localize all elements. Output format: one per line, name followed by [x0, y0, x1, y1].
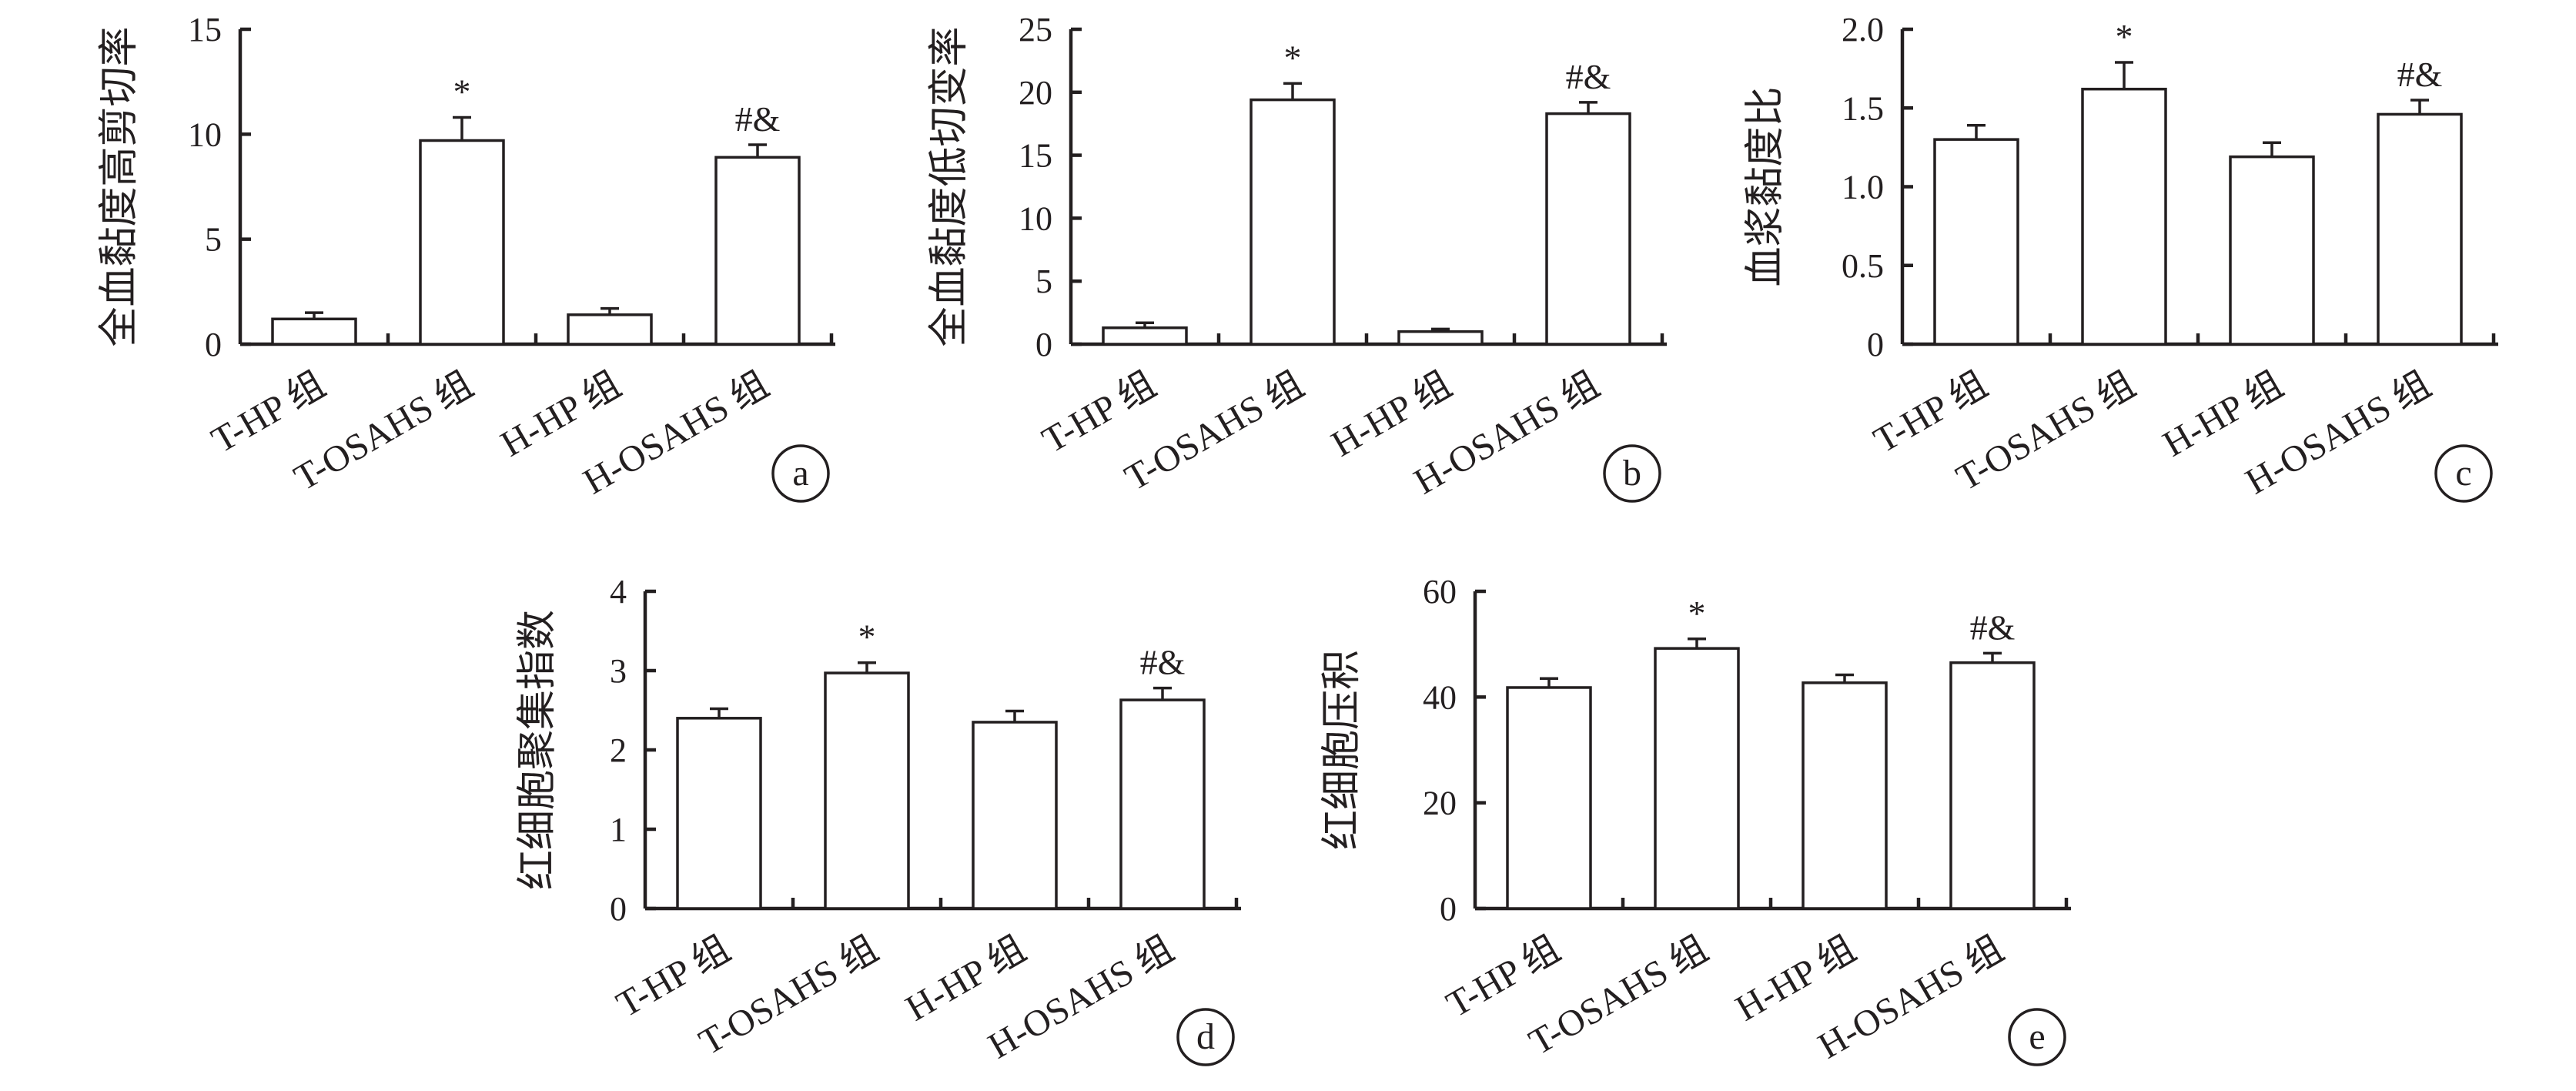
y-tick-label: 0: [610, 890, 627, 928]
panel-label-circle: [1176, 1008, 1235, 1066]
y-tick-label: 20: [1423, 785, 1457, 822]
y-tick-label: 1: [610, 811, 627, 848]
bar-1: [271, 317, 357, 346]
bar-2: [824, 671, 910, 910]
bar-3: [2229, 155, 2315, 346]
bar-3: [972, 721, 1058, 910]
bar-4: [2377, 112, 2463, 346]
y-tick-label: 2.0: [1842, 11, 1884, 49]
y-tick-label: 3: [610, 652, 627, 690]
bar-2: [2081, 87, 2167, 346]
y-tick-label: 0: [205, 326, 222, 363]
category-label: T-HP 组: [1440, 929, 1567, 1026]
y-tick-label: 0: [1440, 890, 1457, 928]
y-tick-label: 1.5: [1842, 89, 1884, 127]
significance-marker: *: [858, 617, 876, 657]
bar-3: [567, 313, 653, 346]
panel-label-circle: [771, 444, 830, 503]
bar-2: [1654, 647, 1740, 910]
y-tick-label: 15: [1019, 137, 1052, 175]
category-label: T-HP 组: [1035, 364, 1163, 461]
panel-label: c: [2455, 453, 2471, 494]
significance-marker: *: [2116, 17, 2133, 56]
bar-2: [419, 139, 505, 346]
y-tick-label: 0: [1867, 326, 1884, 363]
bar-4: [1119, 698, 1206, 910]
y-tick-label: 40: [1423, 678, 1457, 716]
y-tick-label: 4: [610, 573, 627, 611]
bar-1: [1102, 326, 1188, 346]
y-tick-label: 5: [205, 221, 222, 259]
bar-4: [1949, 661, 2036, 910]
y-tick-label: 10: [1019, 199, 1052, 237]
category-label: T-HP 组: [1867, 364, 1994, 461]
y-tick-label: 5: [1035, 263, 1052, 300]
panel-label: b: [1623, 453, 1641, 494]
significance-marker: *: [1688, 594, 1706, 633]
significance-marker: #&: [1140, 643, 1186, 682]
panel-label: d: [1196, 1016, 1215, 1057]
panel-label: e: [2029, 1016, 2045, 1057]
y-axis-label: 红细胞压积: [1320, 650, 1364, 850]
y-tick-label: 60: [1423, 573, 1457, 611]
y-tick-label: 10: [188, 115, 222, 153]
bar-4: [1545, 112, 1631, 346]
y-tick-label: 15: [188, 11, 222, 49]
significance-marker: *: [453, 72, 471, 112]
y-axis-label: 全血黏度高剪切率: [98, 26, 142, 346]
category-label: T-HP 组: [205, 364, 332, 461]
category-label: T-HP 组: [610, 929, 737, 1026]
y-axis-label: 血浆黏度比: [1744, 86, 1788, 286]
y-tick-label: 25: [1019, 11, 1052, 49]
bar-2: [1250, 98, 1336, 346]
significance-marker: *: [1284, 38, 1302, 77]
panel-label-circle: [2434, 444, 2493, 503]
bar-1: [676, 717, 762, 910]
y-tick-label: 0.5: [1842, 247, 1884, 285]
significance-marker: #&: [1566, 57, 1611, 96]
bar-1: [1933, 138, 2019, 346]
bar-3: [1802, 681, 1888, 910]
panel-label-circle: [1603, 444, 1661, 503]
significance-marker: #&: [735, 99, 781, 139]
y-tick-label: 2: [610, 731, 627, 769]
bar-4: [714, 156, 801, 346]
significance-marker: #&: [2397, 55, 2443, 94]
significance-marker: #&: [1970, 607, 2016, 647]
y-tick-label: 1.0: [1842, 169, 1884, 206]
bar-1: [1506, 686, 1592, 910]
panel-label: a: [792, 453, 808, 494]
y-axis-label: 红细胞聚集指数: [516, 610, 560, 890]
bar-3: [1397, 330, 1484, 346]
y-axis-label: 全血黏度低切变率: [928, 26, 972, 346]
y-tick-label: 0: [1035, 326, 1052, 363]
y-tick-label: 20: [1019, 74, 1052, 112]
panel-label-circle: [2008, 1008, 2066, 1066]
